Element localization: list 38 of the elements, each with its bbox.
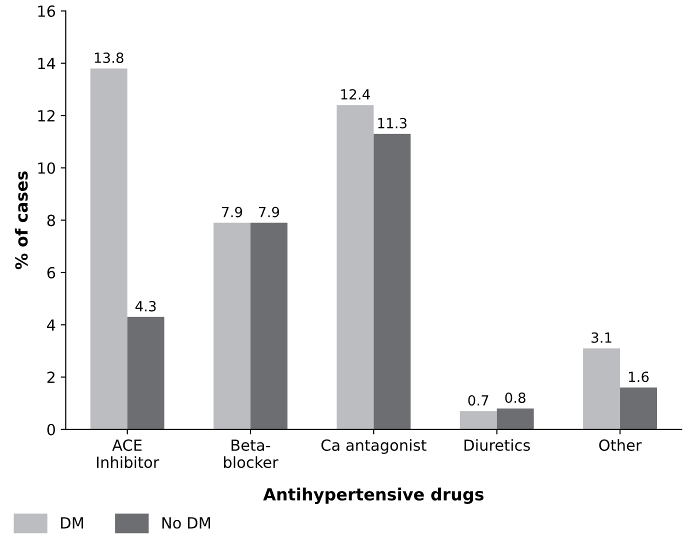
bar: [127, 316, 164, 430]
x-axis-title: Antihypertensive drugs: [263, 488, 484, 504]
data-label: 1.6: [628, 372, 649, 382]
bar: [460, 411, 497, 430]
y-axis-title: % of cases: [14, 171, 28, 270]
bar: [336, 105, 374, 430]
data-label: 12.4: [341, 89, 370, 100]
bar: [250, 222, 288, 430]
x-tick-label: Beta- blocker: [224, 440, 278, 468]
y-tick-label: 6: [47, 266, 56, 278]
y-tick-label: 16: [38, 5, 56, 17]
y-tick-label: 14: [38, 58, 56, 70]
bar: [583, 348, 620, 430]
data-label: 4.3: [135, 300, 156, 312]
y-tick-label: 8: [47, 214, 55, 226]
data-label: 13.8: [94, 52, 124, 64]
legend-label: DM: [61, 517, 84, 528]
bar: [374, 134, 411, 430]
x-tick-label: Other: [599, 439, 642, 451]
bar: [90, 68, 128, 430]
data-label: 11.3: [378, 118, 407, 128]
x-tick-label: Ca antagonist: [321, 439, 426, 454]
bar: [214, 222, 251, 430]
y-tick-label: 2: [47, 372, 54, 383]
x-tick-label: ACE Inhibitor: [96, 439, 160, 468]
data-label: 7.9: [222, 206, 242, 218]
y-tick-label: 10: [38, 162, 56, 174]
bar: [496, 408, 534, 430]
y-tick-label: 4: [47, 319, 56, 331]
x-tick-label: Diuretics: [464, 439, 530, 451]
bar: [620, 388, 657, 430]
y-tick-label: 0: [47, 424, 56, 436]
data-label: 0.7: [468, 395, 488, 406]
data-label: 0.8: [505, 392, 526, 404]
y-tick-label: 12: [38, 110, 54, 122]
legend-label: No DM: [162, 517, 210, 529]
data-label: 3.1: [592, 332, 612, 343]
data-label: 7.9: [259, 206, 280, 218]
